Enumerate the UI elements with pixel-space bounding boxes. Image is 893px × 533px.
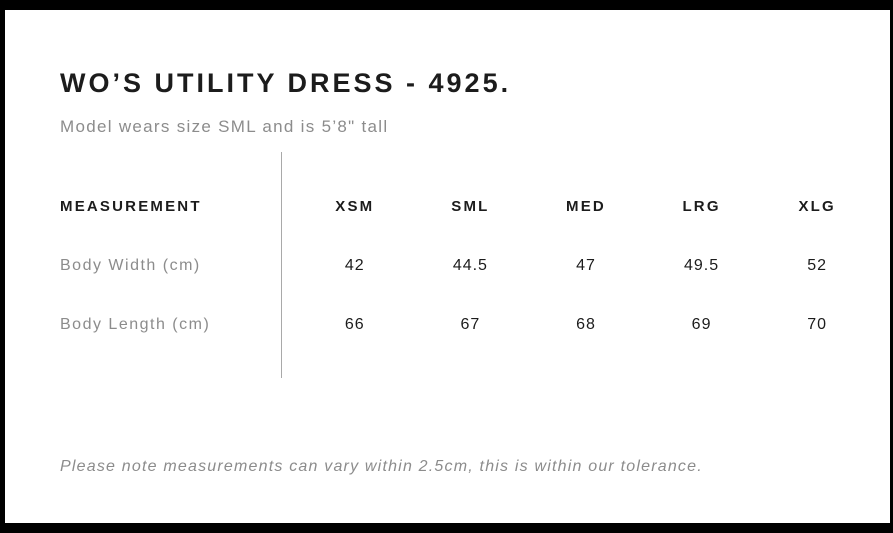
row-label: Body Length (cm) (60, 315, 211, 333)
column-header-xlg: XLG (798, 198, 836, 215)
column-header-sml: SML (451, 198, 490, 215)
table-row-body-width: Body Width (cm) 42 44.5 47 49.5 52 (60, 236, 875, 295)
body-length-med: 68 (576, 315, 596, 333)
measurement-column-header: MEASUREMENT (60, 198, 202, 215)
body-width-xsm: 42 (344, 256, 365, 274)
body-width-lrg: 49.5 (684, 256, 720, 274)
size-guide-panel: WO’S UTILITY DRESS - 4925. Model wears s… (60, 10, 875, 475)
body-length-xlg: 70 (807, 315, 828, 333)
body-width-xlg: 52 (807, 256, 828, 274)
body-width-sml: 44.5 (452, 256, 488, 274)
body-length-lrg: 69 (691, 315, 712, 333)
table-row-body-length: Body Length (cm) 66 67 68 69 70 (60, 295, 875, 354)
page-title: WO’S UTILITY DRESS - 4925. (60, 68, 512, 98)
table-vertical-divider (281, 152, 282, 378)
table-header-row: MEASUREMENT XSM SML MED LRG XLG (60, 177, 875, 236)
body-length-xsm: 66 (344, 315, 365, 333)
row-label: Body Width (cm) (60, 256, 201, 274)
body-width-med: 47 (576, 256, 596, 274)
model-size-note: Model wears size SML and is 5’8" tall (60, 117, 389, 136)
tolerance-note: Please note measurements can vary within… (60, 458, 703, 475)
column-header-xsm: XSM (335, 198, 375, 215)
column-header-med: MED (566, 198, 606, 215)
column-header-lrg: LRG (682, 198, 721, 215)
body-length-sml: 67 (460, 315, 481, 333)
size-chart-table: MEASUREMENT XSM SML MED LRG XLG Body Wid… (60, 152, 875, 378)
